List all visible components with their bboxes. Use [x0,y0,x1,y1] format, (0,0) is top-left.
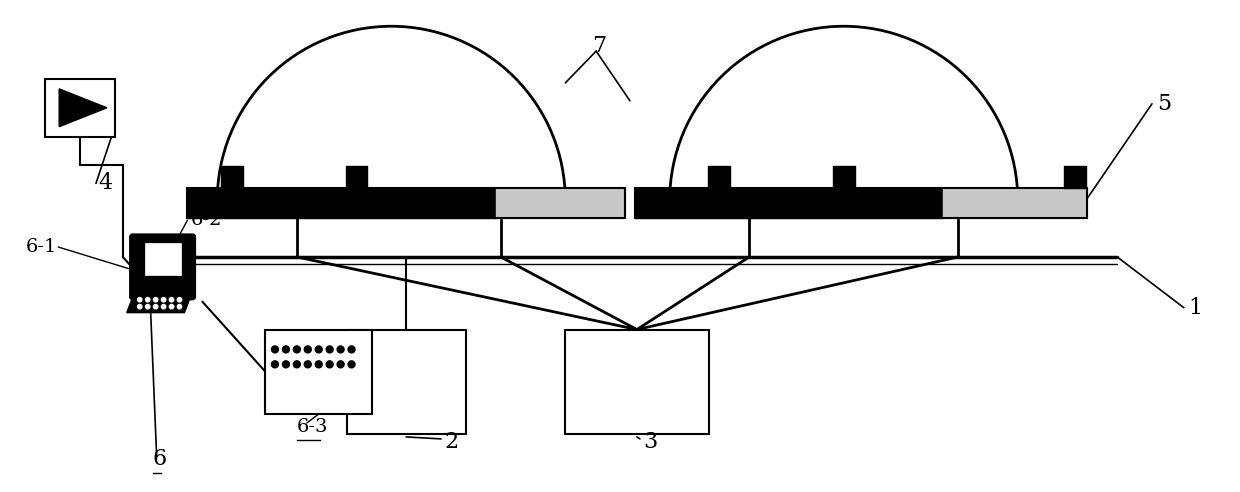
Text: 1: 1 [1189,297,1203,319]
Text: 3: 3 [642,431,657,453]
Text: 6-3: 6-3 [296,418,329,436]
FancyBboxPatch shape [130,234,196,300]
Circle shape [154,298,157,302]
Text: 6: 6 [153,448,166,470]
Text: 6-2: 6-2 [191,211,222,229]
Circle shape [145,305,150,309]
Circle shape [154,305,157,309]
Circle shape [177,305,182,309]
Bar [635,188,1087,218]
Bar [145,243,181,275]
Circle shape [170,305,174,309]
Circle shape [337,346,343,353]
Text: 2: 2 [444,431,458,453]
Circle shape [161,305,166,309]
Bar [265,330,372,414]
Circle shape [315,346,322,353]
Circle shape [326,361,334,368]
Circle shape [348,361,355,368]
Circle shape [138,298,141,302]
Circle shape [337,361,343,368]
Circle shape [348,346,355,353]
Polygon shape [126,297,191,312]
Circle shape [138,305,141,309]
Circle shape [304,361,311,368]
Text: 4: 4 [98,172,112,194]
Bar [46,79,115,137]
Circle shape [283,346,289,353]
Circle shape [170,298,174,302]
Circle shape [272,361,279,368]
Circle shape [161,298,166,302]
Bar [187,188,625,218]
Circle shape [326,346,334,353]
Text: 7: 7 [593,35,606,57]
Circle shape [177,298,182,302]
Circle shape [294,361,300,368]
Circle shape [145,298,150,302]
Circle shape [272,346,279,353]
Text: 6-1: 6-1 [25,238,57,256]
Circle shape [315,361,322,368]
Circle shape [304,346,311,353]
Text: 5: 5 [1157,93,1171,115]
Circle shape [283,361,289,368]
Bar [565,330,709,434]
Bar [346,330,466,434]
Circle shape [294,346,300,353]
Polygon shape [60,89,107,126]
